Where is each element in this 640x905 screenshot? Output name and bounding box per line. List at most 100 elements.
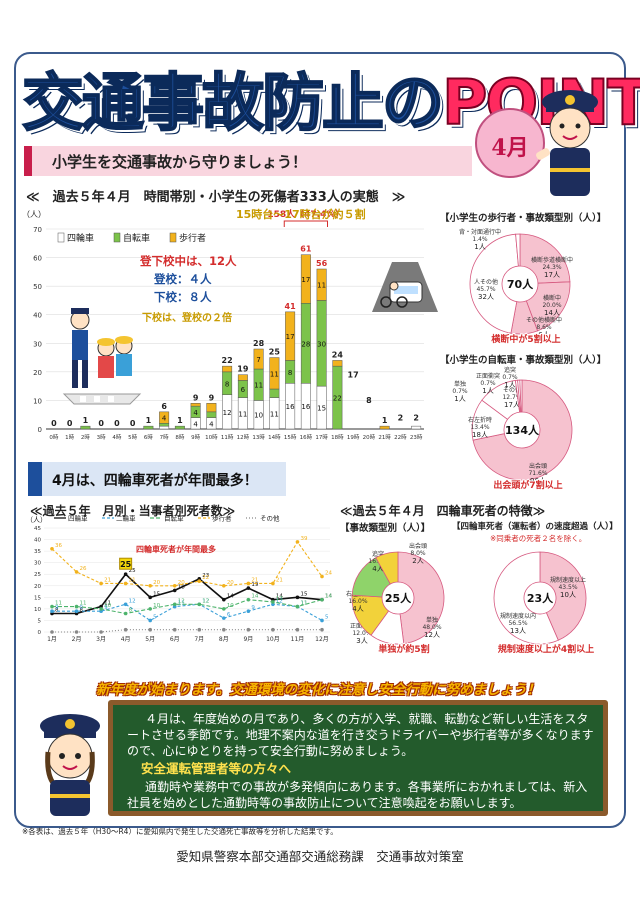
- page-title: 交通事故防止のPOINT: [21, 52, 640, 144]
- bar-total-label: 0: [114, 419, 120, 428]
- y-axis-label: （人）: [26, 516, 47, 524]
- bar-total-label: 41: [285, 302, 297, 311]
- bar-segment: [332, 360, 343, 367]
- april-highlight-label: 25: [120, 560, 132, 569]
- section2-banner-body: 4月は、四輪車死者が年間最多！: [42, 462, 286, 496]
- legend-swatch: [169, 232, 177, 243]
- legend-label: 歩行者: [179, 232, 206, 244]
- x-tick-label: 2月: [72, 636, 82, 643]
- series-point: [74, 570, 79, 574]
- slice-value: 1人: [504, 381, 515, 389]
- point-label: 9: [80, 605, 84, 611]
- series-point: [123, 602, 128, 607]
- series-point: [148, 607, 152, 611]
- slice-value: 1人: [454, 395, 465, 403]
- point-label: 10: [227, 603, 234, 609]
- title-main: 交通事故防止の: [21, 65, 445, 140]
- bar-segment: [300, 254, 311, 304]
- x-tick-label: 1時: [65, 433, 74, 441]
- series-point: [295, 595, 300, 600]
- series-point: [74, 630, 79, 634]
- bar-total-label: 25: [269, 348, 281, 357]
- x-tick-label: 12時: [237, 433, 250, 441]
- segment-label: 11: [270, 370, 279, 378]
- legend-label: 歩行者: [212, 514, 232, 523]
- bar-total-label: 2: [398, 413, 404, 422]
- bar-segment: [316, 268, 327, 301]
- segment-label: 30: [317, 340, 326, 348]
- x-tick-label: 11時: [221, 433, 234, 441]
- slice-value: 1人: [482, 387, 493, 395]
- point-label: 15: [153, 591, 160, 597]
- point-label: 26: [80, 566, 87, 572]
- x-tick-label: 18時: [331, 433, 344, 441]
- slice-pct: 8.6%: [536, 324, 552, 331]
- series-point: [320, 574, 324, 579]
- x-tick-label: 4月: [121, 636, 131, 643]
- slice-pct: 12.7%: [502, 394, 521, 401]
- series-point: [320, 618, 324, 623]
- point-label: 11: [104, 601, 111, 607]
- pie-note: 規制速度以上が4割以上: [498, 643, 594, 655]
- x-tick-label: 6時: [144, 433, 153, 441]
- bar-segment: [379, 425, 390, 430]
- bar-segment: [143, 425, 154, 430]
- subtitle-banner: 小学生を交通事故から守りましょう！: [24, 146, 472, 176]
- x-tick-label: 8時: [175, 433, 184, 441]
- series-point: [99, 581, 103, 586]
- footer-issuer: 愛知県警察本部交通部交通総務課 交通事故対策室: [176, 849, 464, 864]
- point-label: 21: [276, 577, 283, 583]
- point-label: 14: [251, 594, 258, 600]
- point-label: 24: [325, 571, 332, 577]
- segment-label: 4: [193, 420, 198, 428]
- pie-slice: [515, 233, 521, 267]
- series-point: [172, 583, 177, 588]
- series-point: [148, 618, 152, 623]
- x-tick-label: 20時: [363, 433, 376, 441]
- series-point: [74, 609, 79, 613]
- y-tick-label: 30: [33, 340, 42, 348]
- y-tick-label: 70: [33, 226, 42, 234]
- x-tick-label: 13時: [252, 433, 265, 441]
- series-point: [320, 597, 324, 602]
- point-label: 12: [276, 598, 283, 604]
- series-point: [246, 597, 251, 602]
- bar-total-label: 9: [193, 393, 199, 402]
- pie-speed-subtitle: ※同乗者の死者２名を除く。: [490, 534, 587, 543]
- y-axis-label: （人）: [22, 210, 46, 219]
- slice-value: 13人: [510, 627, 526, 635]
- y-tick-label: 30: [34, 561, 41, 567]
- series-point: [222, 583, 226, 588]
- pie-slice: [469, 233, 519, 334]
- legend-label: 二輪車: [116, 514, 136, 523]
- point-label: 21: [104, 577, 111, 583]
- source-note: ※各表は、過去５年（H30～R4）に愛知県内で発生した交通死亡事故等を分析した結…: [22, 827, 338, 836]
- bar-segment: [222, 365, 233, 373]
- bar-segment: [159, 411, 170, 424]
- bicycle-pie-chart: 出会頭71.6%96人右左折時13.4%18人その他12.7%17人単独0.7%…: [452, 366, 573, 492]
- x-tick-label: 5月: [145, 636, 155, 643]
- x-tick-label: 21時: [378, 433, 391, 441]
- point-label: 11: [80, 601, 87, 607]
- point-label: 14: [227, 594, 234, 600]
- point-label: 18: [178, 584, 185, 590]
- pie-speed-title: 【四輪車死者（運転者）の速度超過（人）】: [452, 522, 618, 532]
- point-label: 11: [178, 601, 185, 607]
- segment-label: 22: [333, 395, 342, 403]
- series-line: [52, 599, 323, 615]
- legend-label: 自転車: [123, 232, 150, 244]
- x-tick-label: 9時: [191, 433, 200, 441]
- segment-label: 7: [256, 356, 260, 364]
- x-tick-label: 3時: [97, 433, 106, 441]
- legend-label: 四輪車: [67, 232, 94, 244]
- point-label: 10: [104, 603, 111, 609]
- point-label: 14: [325, 594, 332, 600]
- section2-banner-accent: [28, 462, 42, 496]
- point-label: 11: [300, 601, 307, 607]
- slice-value: 2人: [412, 557, 423, 565]
- series-point: [197, 602, 202, 607]
- school-total-annotation: 登下校中は、12人: [139, 254, 237, 268]
- point-label: 39: [300, 536, 307, 542]
